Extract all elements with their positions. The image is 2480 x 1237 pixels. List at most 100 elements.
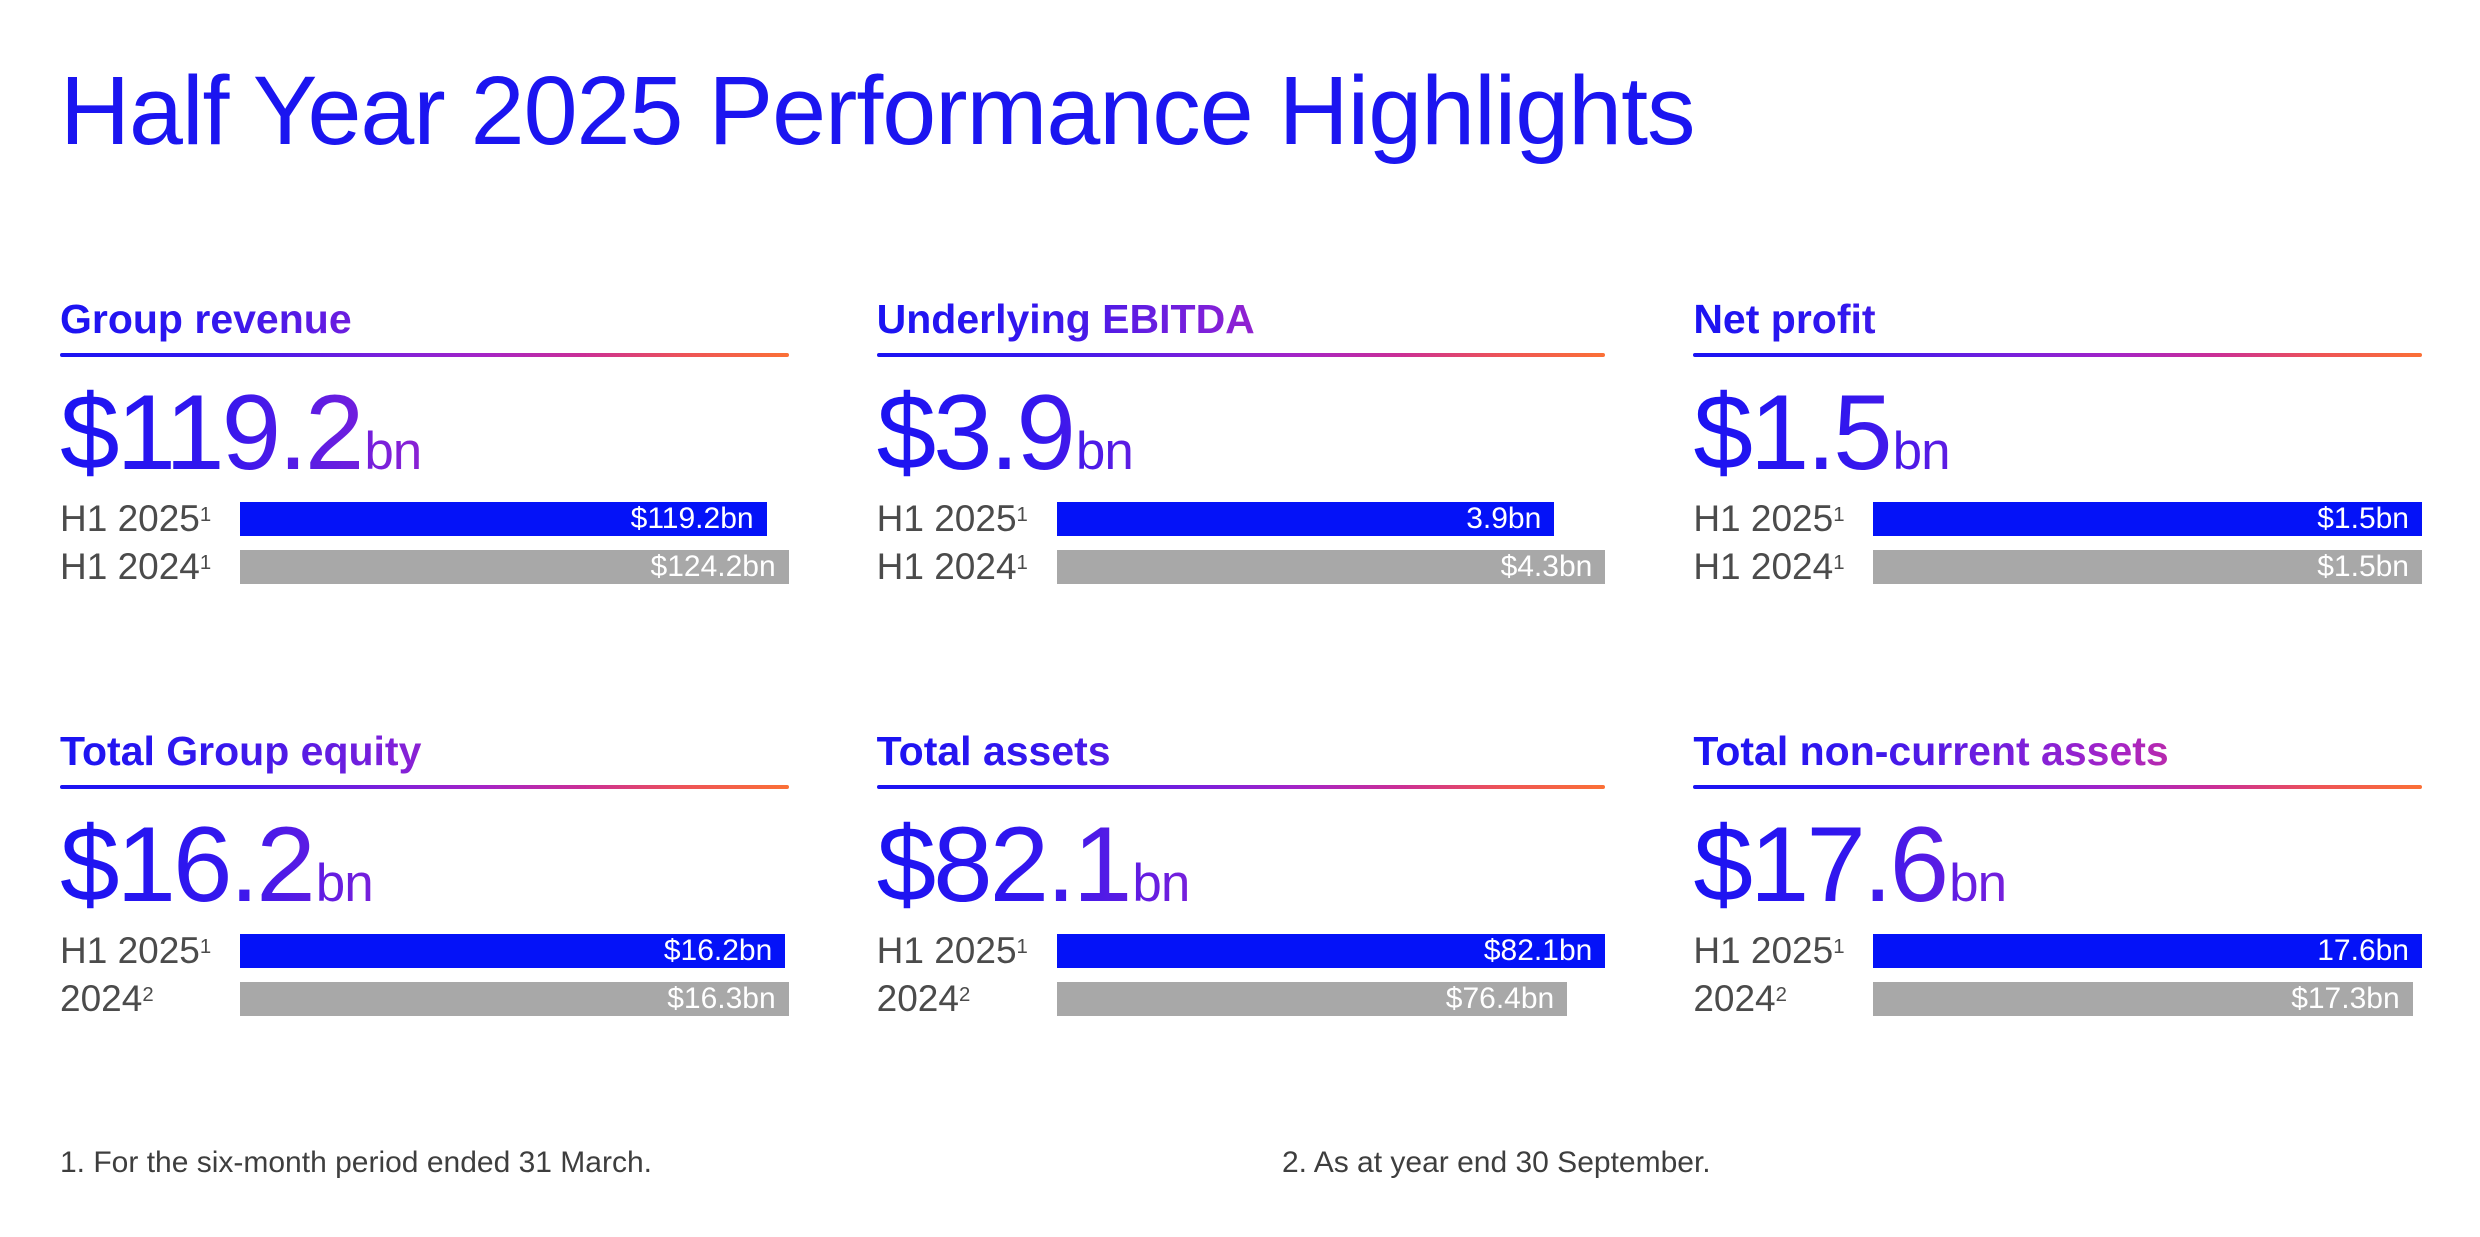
headline-unit: bn bbox=[364, 422, 422, 482]
bar-value-label: $1.5bn bbox=[2317, 502, 2409, 536]
headline-amount: $3.9 bbox=[876, 372, 1073, 493]
kpi-grid: Group revenue $119.2bn H1 20251 $119.2bn… bbox=[60, 296, 2422, 1020]
gradient-divider bbox=[876, 353, 1606, 358]
bar-track: $124.2bn bbox=[240, 550, 789, 585]
bar-label: H1 20251 bbox=[1693, 932, 1873, 969]
headline-amount: $17.6 bbox=[1693, 804, 1947, 925]
bar-label: H1 20241 bbox=[1693, 548, 1873, 585]
bar-track: $119.2bn bbox=[240, 502, 789, 537]
bar-prior-period: $16.3bn bbox=[240, 982, 789, 1017]
bar-row-h1-2025: H1 20251 17.6bn bbox=[1693, 932, 2422, 969]
bar-label-text: H1 2024 bbox=[1693, 546, 1834, 588]
headline-value: $3.9bn bbox=[877, 379, 1606, 486]
bar-row-h1-2024: H1 20241 $4.3bn bbox=[877, 548, 1606, 585]
bar-row-h1-2025: H1 20251 $1.5bn bbox=[1693, 500, 2422, 537]
gradient-divider bbox=[60, 353, 789, 358]
kpi-card-net-profit: Net profit $1.5bn H1 20251 $1.5bn H1 202… bbox=[1693, 296, 2422, 585]
bar-label-text: H1 2025 bbox=[60, 930, 200, 972]
bar-value-label: $76.4bn bbox=[1445, 982, 1555, 1016]
footnote-ref: 1 bbox=[1016, 551, 1028, 574]
headline-amount: $1.5 bbox=[1693, 372, 1890, 493]
gradient-divider bbox=[876, 785, 1606, 790]
bar-label: H1 20241 bbox=[60, 548, 240, 585]
card-title: Group revenue bbox=[60, 296, 789, 342]
bar-label: 20242 bbox=[877, 980, 1057, 1017]
bar-current-period: 3.9bn bbox=[1056, 502, 1555, 537]
headline-unit: bn bbox=[1949, 854, 2007, 914]
bar-prior-period: $76.4bn bbox=[1056, 982, 1568, 1017]
headline-value: $16.2bn bbox=[60, 811, 789, 918]
bar-chart: H1 20251 $16.2bn 20242 $16.3bn bbox=[60, 932, 789, 1017]
bar-row-2024: 20242 $76.4bn bbox=[877, 980, 1606, 1017]
card-title: Total assets bbox=[877, 728, 1606, 774]
bar-chart: H1 20251 $119.2bn H1 20241 $124.2bn bbox=[60, 500, 789, 585]
footnote-ref: 1 bbox=[1016, 936, 1028, 959]
bar-chart: H1 20251 3.9bn H1 20241 $4.3bn bbox=[877, 500, 1606, 585]
gradient-divider bbox=[60, 785, 789, 790]
bar-value-label: $82.1bn bbox=[1483, 934, 1593, 968]
bar-value-label: 3.9bn bbox=[1466, 502, 1542, 536]
bar-row-h1-2024: H1 20241 $1.5bn bbox=[1693, 548, 2422, 585]
headline-value: $17.6bn bbox=[1693, 811, 2422, 918]
bar-label-text: 2024 bbox=[60, 978, 143, 1020]
bar-value-label: $16.2bn bbox=[663, 934, 773, 968]
bar-label: H1 20251 bbox=[60, 932, 240, 969]
headline-value: $119.2bn bbox=[60, 379, 789, 486]
card-title: Net profit bbox=[1693, 296, 2422, 342]
headline-unit: bn bbox=[315, 854, 373, 914]
bar-track: $4.3bn bbox=[1056, 550, 1606, 585]
bar-value-label: $119.2bn bbox=[630, 502, 754, 536]
page-title: Half Year 2025 Performance Highlights bbox=[60, 56, 1696, 165]
footnote-ref: 1 bbox=[199, 503, 212, 526]
bar-label-text: H1 2025 bbox=[60, 498, 200, 540]
footnote-ref: 1 bbox=[1833, 503, 1845, 526]
footnote-1: 1. For the six-month period ended 31 Mar… bbox=[60, 1146, 652, 1179]
bar-track: $16.3bn bbox=[240, 982, 789, 1017]
bar-label-text: H1 2024 bbox=[60, 546, 200, 588]
bar-row-h1-2025: H1 20251 $82.1bn bbox=[877, 932, 1606, 969]
bar-chart: H1 20251 $1.5bn H1 20241 $1.5bn bbox=[1693, 500, 2422, 585]
bar-value-label: $124.2bn bbox=[650, 550, 776, 584]
bar-label-text: H1 2025 bbox=[1693, 930, 1834, 972]
bar-prior-period: $1.5bn bbox=[1873, 550, 2422, 585]
bar-label-text: H1 2025 bbox=[1693, 498, 1834, 540]
bar-row-h1-2025: H1 20251 $16.2bn bbox=[60, 932, 789, 969]
footnote-2: 2. As at year end 30 September. bbox=[1282, 1146, 1711, 1179]
headline-unit: bn bbox=[1075, 422, 1133, 482]
headline-amount: $82.1 bbox=[876, 804, 1130, 925]
headline-unit: bn bbox=[1132, 854, 1190, 914]
bar-current-period: $82.1bn bbox=[1056, 934, 1606, 969]
card-title: Total Group equity bbox=[60, 728, 789, 774]
card-title: Total non-current assets bbox=[1693, 728, 2422, 774]
kpi-card-group-revenue: Group revenue $119.2bn H1 20251 $119.2bn… bbox=[60, 296, 789, 585]
bar-current-period: $119.2bn bbox=[240, 502, 767, 537]
footnote-ref: 1 bbox=[1833, 936, 1845, 959]
bar-value-label: $17.3bn bbox=[2291, 982, 2400, 1016]
headline-value: $82.1bn bbox=[877, 811, 1606, 918]
footnote-ref: 1 bbox=[1833, 551, 1845, 574]
kpi-card-total-group-equity: Total Group equity $16.2bn H1 20251 $16.… bbox=[60, 728, 789, 1017]
bar-track: $17.3bn bbox=[1873, 982, 2422, 1017]
bar-label: 20242 bbox=[60, 980, 240, 1017]
gradient-divider bbox=[1693, 785, 2422, 790]
bar-track: 17.6bn bbox=[1873, 934, 2422, 969]
bar-track: $82.1bn bbox=[1056, 934, 1606, 969]
bar-label: H1 20241 bbox=[877, 548, 1057, 585]
bar-row-h1-2025: H1 20251 3.9bn bbox=[877, 500, 1606, 537]
footnote-ref: 1 bbox=[199, 551, 212, 574]
bar-current-period: $16.2bn bbox=[240, 934, 786, 969]
bar-label-text: 2024 bbox=[876, 978, 959, 1020]
kpi-card-underlying-ebitda: Underlying EBITDA $3.9bn H1 20251 3.9bn … bbox=[876, 296, 1606, 585]
bar-label-text: H1 2025 bbox=[876, 498, 1017, 540]
footnote-ref: 2 bbox=[1775, 984, 1787, 1007]
bar-current-period: 17.6bn bbox=[1873, 934, 2422, 969]
bar-chart: H1 20251 17.6bn 20242 $17.3bn bbox=[1693, 932, 2422, 1020]
headline-value: $1.5bn bbox=[1693, 379, 2422, 486]
gradient-divider bbox=[1693, 353, 2422, 358]
bar-label-text: 2024 bbox=[1693, 978, 1776, 1020]
headline-unit: bn bbox=[1892, 422, 1950, 482]
bar-track: $76.4bn bbox=[1056, 982, 1606, 1017]
bar-row-2024: 20242 $16.3bn bbox=[60, 980, 789, 1017]
bar-current-period: $1.5bn bbox=[1873, 502, 2422, 537]
card-title: Underlying EBITDA bbox=[877, 296, 1606, 342]
